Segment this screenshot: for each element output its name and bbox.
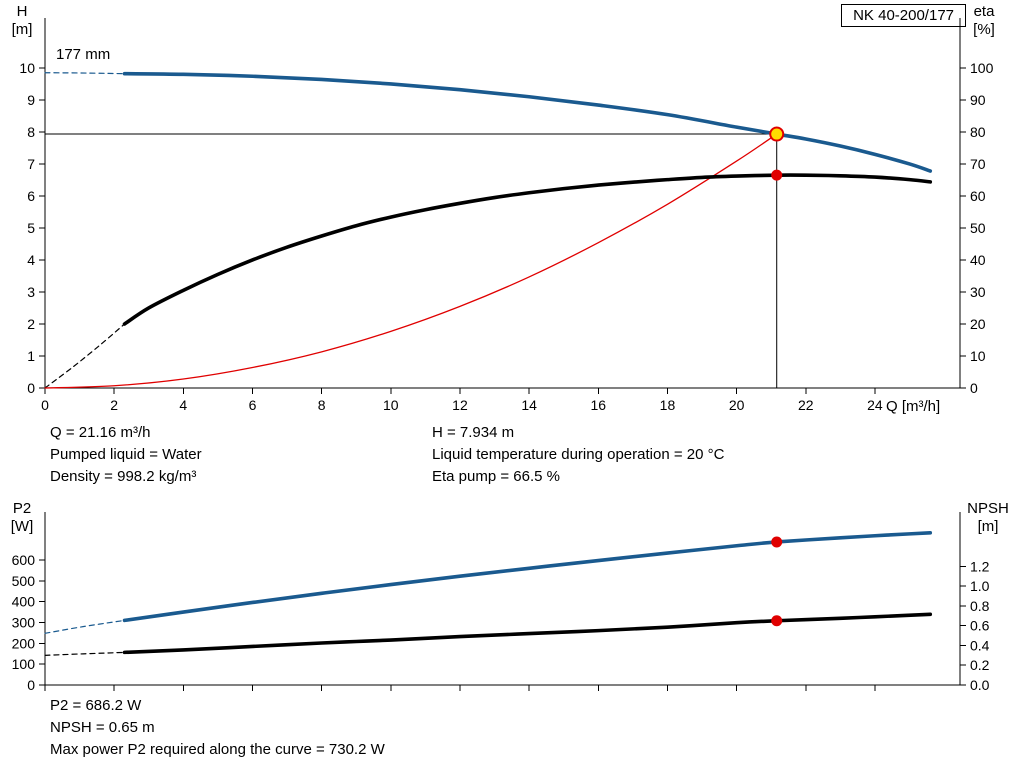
density-text: Density = 998.2 kg/m³ [50, 468, 197, 485]
right-axis-tick-label: 70 [970, 156, 986, 172]
x-axis-tick-label: 18 [660, 397, 676, 413]
x-axis-tick-label: 16 [591, 397, 607, 413]
eta-axis-unit: [%] [973, 21, 995, 38]
h-axis-symbol: H [16, 3, 28, 20]
p2-duty-marker [771, 536, 783, 548]
right-axis-tick-label: 50 [970, 220, 986, 236]
x-axis-tick-label: 22 [798, 397, 814, 413]
x-axis-tick-label: 24 [867, 397, 883, 413]
eta-curve [122, 173, 933, 326]
duty-point-marker [769, 126, 785, 142]
x-axis-tick-label: 20 [729, 397, 745, 413]
left-axis-tick-label: 0 [27, 677, 35, 693]
x-axis-tick-label: 4 [179, 397, 187, 413]
x-axis-tick-label: 6 [249, 397, 257, 413]
max-power-text: Max power P2 required along the curve = … [50, 741, 385, 758]
p2-axis-symbol: P2 [12, 500, 32, 517]
right-axis-tick-label: 0.2 [970, 657, 990, 673]
right-axis-tick-label: 1.0 [970, 578, 990, 594]
right-axis-tick-label: 1.2 [970, 558, 990, 574]
x-axis-tick-label: 0 [41, 397, 49, 413]
left-axis-tick-label: 100 [12, 656, 36, 672]
pumped-liquid-text: Pumped liquid = Water [50, 446, 202, 463]
duty-info-right: H = 7.934 m Liquid temperature during op… [432, 422, 724, 488]
head-curve-extension [44, 72, 126, 75]
right-axis-tick-label: 0.0 [970, 677, 990, 693]
right-axis-tick-label: 0.6 [970, 618, 990, 634]
npsh-axis-symbol: NPSH [967, 500, 1009, 517]
right-axis-tick-label: 0 [970, 380, 978, 396]
q-axis-label: Q [m³/h] [886, 398, 941, 415]
npsh-curve [122, 612, 933, 655]
right-axis-tick-label: 0.8 [970, 598, 990, 614]
left-axis-tick-label: 4 [27, 252, 35, 268]
eta-axis-title: eta [%] [960, 3, 1008, 39]
left-axis-tick-label: 6 [27, 188, 35, 204]
p2-npsh-chart: 0 100 200 300 400 500 600 0.0 0.2 0.4 0.6 0.8 1.0 1.2 [12, 512, 990, 693]
p2-axis-title: P2 [W] [0, 500, 44, 536]
system-curve [44, 133, 778, 389]
left-axis-tick-label: 0 [27, 380, 35, 396]
npsh-axis-title: NPSH [m] [960, 500, 1016, 536]
eta-pump-text: Eta pump = 66.5 % [432, 468, 560, 485]
axis-frame [44, 512, 961, 686]
eta-axis-symbol: eta [973, 3, 995, 20]
left-axis-tick-label: 2 [27, 316, 35, 332]
x-axis-tick-label: 8 [318, 397, 326, 413]
h-axis-unit: [m] [11, 21, 33, 38]
right-axis-tick-label: 60 [970, 188, 986, 204]
duty-head-text: H = 7.934 m [432, 424, 515, 441]
left-axis-tick-label: 8 [27, 124, 35, 140]
right-axis-tick-label: 0.4 [970, 637, 990, 653]
npsh-duty-text: NPSH = 0.65 m [50, 719, 155, 736]
left-axis-tick-label: 500 [12, 573, 36, 589]
right-axis-tick-label: 30 [970, 284, 986, 300]
impeller-diameter-label: 177 mm [56, 46, 111, 63]
left-axis-tick-label: 7 [27, 156, 35, 172]
left-axis-tick-label: 600 [12, 552, 36, 568]
p2-curve-extension [44, 619, 126, 634]
liquid-temperature-text: Liquid temperature during operation = 20… [432, 446, 725, 463]
left-axis-tick-label: 5 [27, 220, 35, 236]
duty-flow-text: Q = 21.16 m³/h [50, 424, 151, 441]
right-axis-tick-label: 80 [970, 124, 986, 140]
p2-curve [122, 531, 933, 623]
eta-curve-extension [44, 323, 126, 389]
pump-model-box: NK 40-200/177 [841, 4, 966, 27]
duty-info-left: Q = 21.16 m³/h Pumped liquid = Water Den… [50, 422, 202, 488]
left-axis-tick-label: 1 [27, 348, 35, 364]
right-axis-tick-label: 90 [970, 92, 986, 108]
x-axis-tick-label: 2 [110, 397, 118, 413]
npsh-axis-unit: [m] [977, 518, 999, 535]
right-axis-tick-label: 40 [970, 252, 986, 268]
left-axis-tick-label: 9 [27, 92, 35, 108]
left-axis-tick-label: 3 [27, 284, 35, 300]
p2-duty-text: P2 = 686.2 W [50, 697, 142, 714]
x-axis-tick-label: 10 [383, 397, 399, 413]
h-axis-title: H [m] [0, 3, 44, 39]
x-axis-tick-label: 12 [452, 397, 468, 413]
eta-duty-marker [771, 169, 783, 181]
left-axis-tick-label: 400 [12, 594, 36, 610]
npsh-duty-marker [771, 615, 783, 627]
p2-axis-unit: [W] [10, 518, 34, 535]
left-axis-tick-label: 300 [12, 614, 36, 630]
power-info: P2 = 686.2 W NPSH = 0.65 m Max power P2 … [50, 695, 385, 761]
right-axis-tick-label: 20 [970, 316, 986, 332]
left-axis-tick-label: 200 [12, 635, 36, 651]
axis-frame [44, 18, 961, 389]
npsh-curve-extension [44, 651, 126, 656]
right-axis-tick-label: 100 [970, 60, 994, 76]
left-axis-tick-label: 10 [19, 60, 35, 76]
head-curve [122, 71, 933, 173]
right-axis-tick-label: 10 [970, 348, 986, 364]
x-axis-tick-label: 14 [521, 397, 537, 413]
